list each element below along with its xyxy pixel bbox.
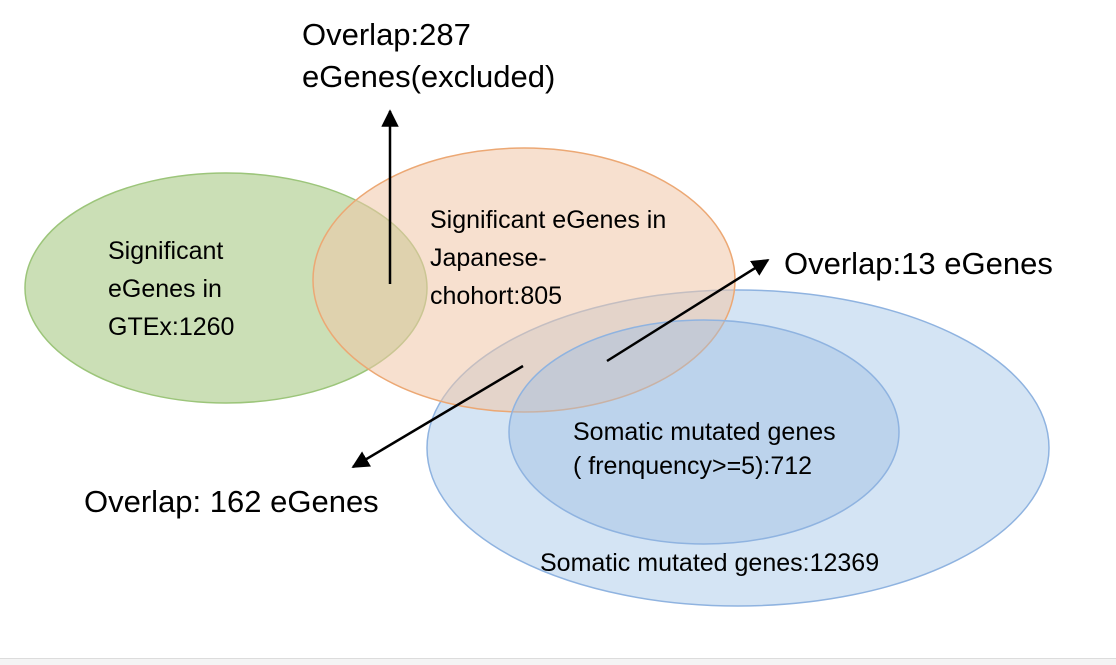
overlap-287-line: eGenes(excluded) [302, 59, 556, 94]
gtex-label-line: Significant [108, 237, 224, 265]
japanese-cohort-label-line: Japanese- [430, 244, 547, 272]
japanese-cohort-label: Significant eGenes in Japanese- chohort:… [430, 201, 666, 315]
somatic-frequency-genes-ellipse [508, 319, 900, 545]
japanese-cohort-label-line: Significant eGenes in [430, 206, 667, 234]
somatic-frequency-label: Somatic mutated genes ( frenquency>=5):7… [573, 415, 836, 483]
overlap-162-annotation: Overlap: 162 eGenes [84, 484, 379, 519]
gtex-label-line: eGenes in [108, 275, 222, 303]
somatic-all-label: Somatic mutated genes:12369 [540, 549, 880, 577]
arrow-overlap-13 [606, 258, 770, 363]
overlap-13-annotation: Overlap:13 eGenes [784, 246, 1053, 281]
overlap-287-line: Overlap:287 [302, 17, 471, 52]
bottom-divider [0, 658, 1116, 665]
somatic-frequency-label-line: Somatic mutated genes [573, 418, 836, 446]
japanese-cohort-label-line: chohort:805 [430, 282, 563, 310]
overlap-287-annotation: Overlap:287 eGenes(excluded) [302, 14, 555, 98]
gtex-label-line: GTEx:1260 [108, 313, 235, 341]
arrow-overlap-162 [351, 364, 524, 469]
gtex-label: Significant eGenes in GTEx:1260 [108, 232, 234, 346]
somatic-frequency-label-line: ( frenquency>=5):712 [573, 452, 813, 480]
